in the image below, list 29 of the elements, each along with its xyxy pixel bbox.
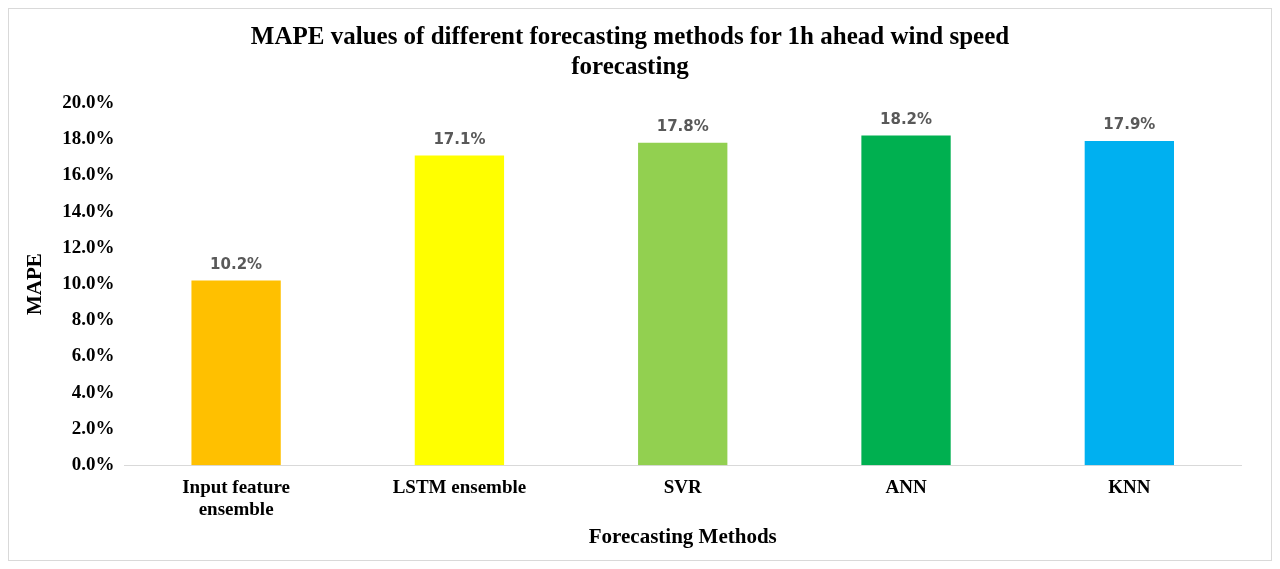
data-label: 17.1% [433,129,486,148]
y-tick-label: 8.0% [71,308,115,330]
y-tick-label: 6.0% [71,344,115,366]
x-tick-label: ANN [885,475,927,497]
bar [861,135,951,466]
y-tick-label: 16.0% [62,163,115,185]
data-label: 18.2% [880,109,933,128]
bar [191,280,281,466]
bar [638,142,728,466]
y-tick-label: 12.0% [62,235,115,257]
x-tick-label: Input feature ensemble [182,475,291,520]
x-tick-label: KNN [1108,475,1151,497]
y-tick-label: 14.0% [62,199,115,221]
y-axis-title: MAPE [22,253,47,316]
bar [414,155,505,466]
x-tick-label: SVR [663,475,703,497]
bar [1084,141,1175,466]
y-tick-label: 10.0% [62,272,115,294]
y-tick-label: 20.0% [62,90,115,112]
data-label: 10.2% [210,254,263,273]
x-tick-label: LSTM ensemble [392,475,527,497]
chart-title: MAPE values of different forecasting methods for 1h ahead wind speed forecasting [250,22,1010,80]
y-tick-label: 4.0% [71,380,115,402]
y-tick-label: 18.0% [62,127,115,149]
data-label: 17.9% [1103,115,1156,134]
x-axis-title: Forecasting Methods [588,523,777,548]
y-tick-label: 2.0% [71,416,115,438]
y-tick-label: 0.0% [71,453,115,475]
data-label: 17.8% [656,117,709,136]
